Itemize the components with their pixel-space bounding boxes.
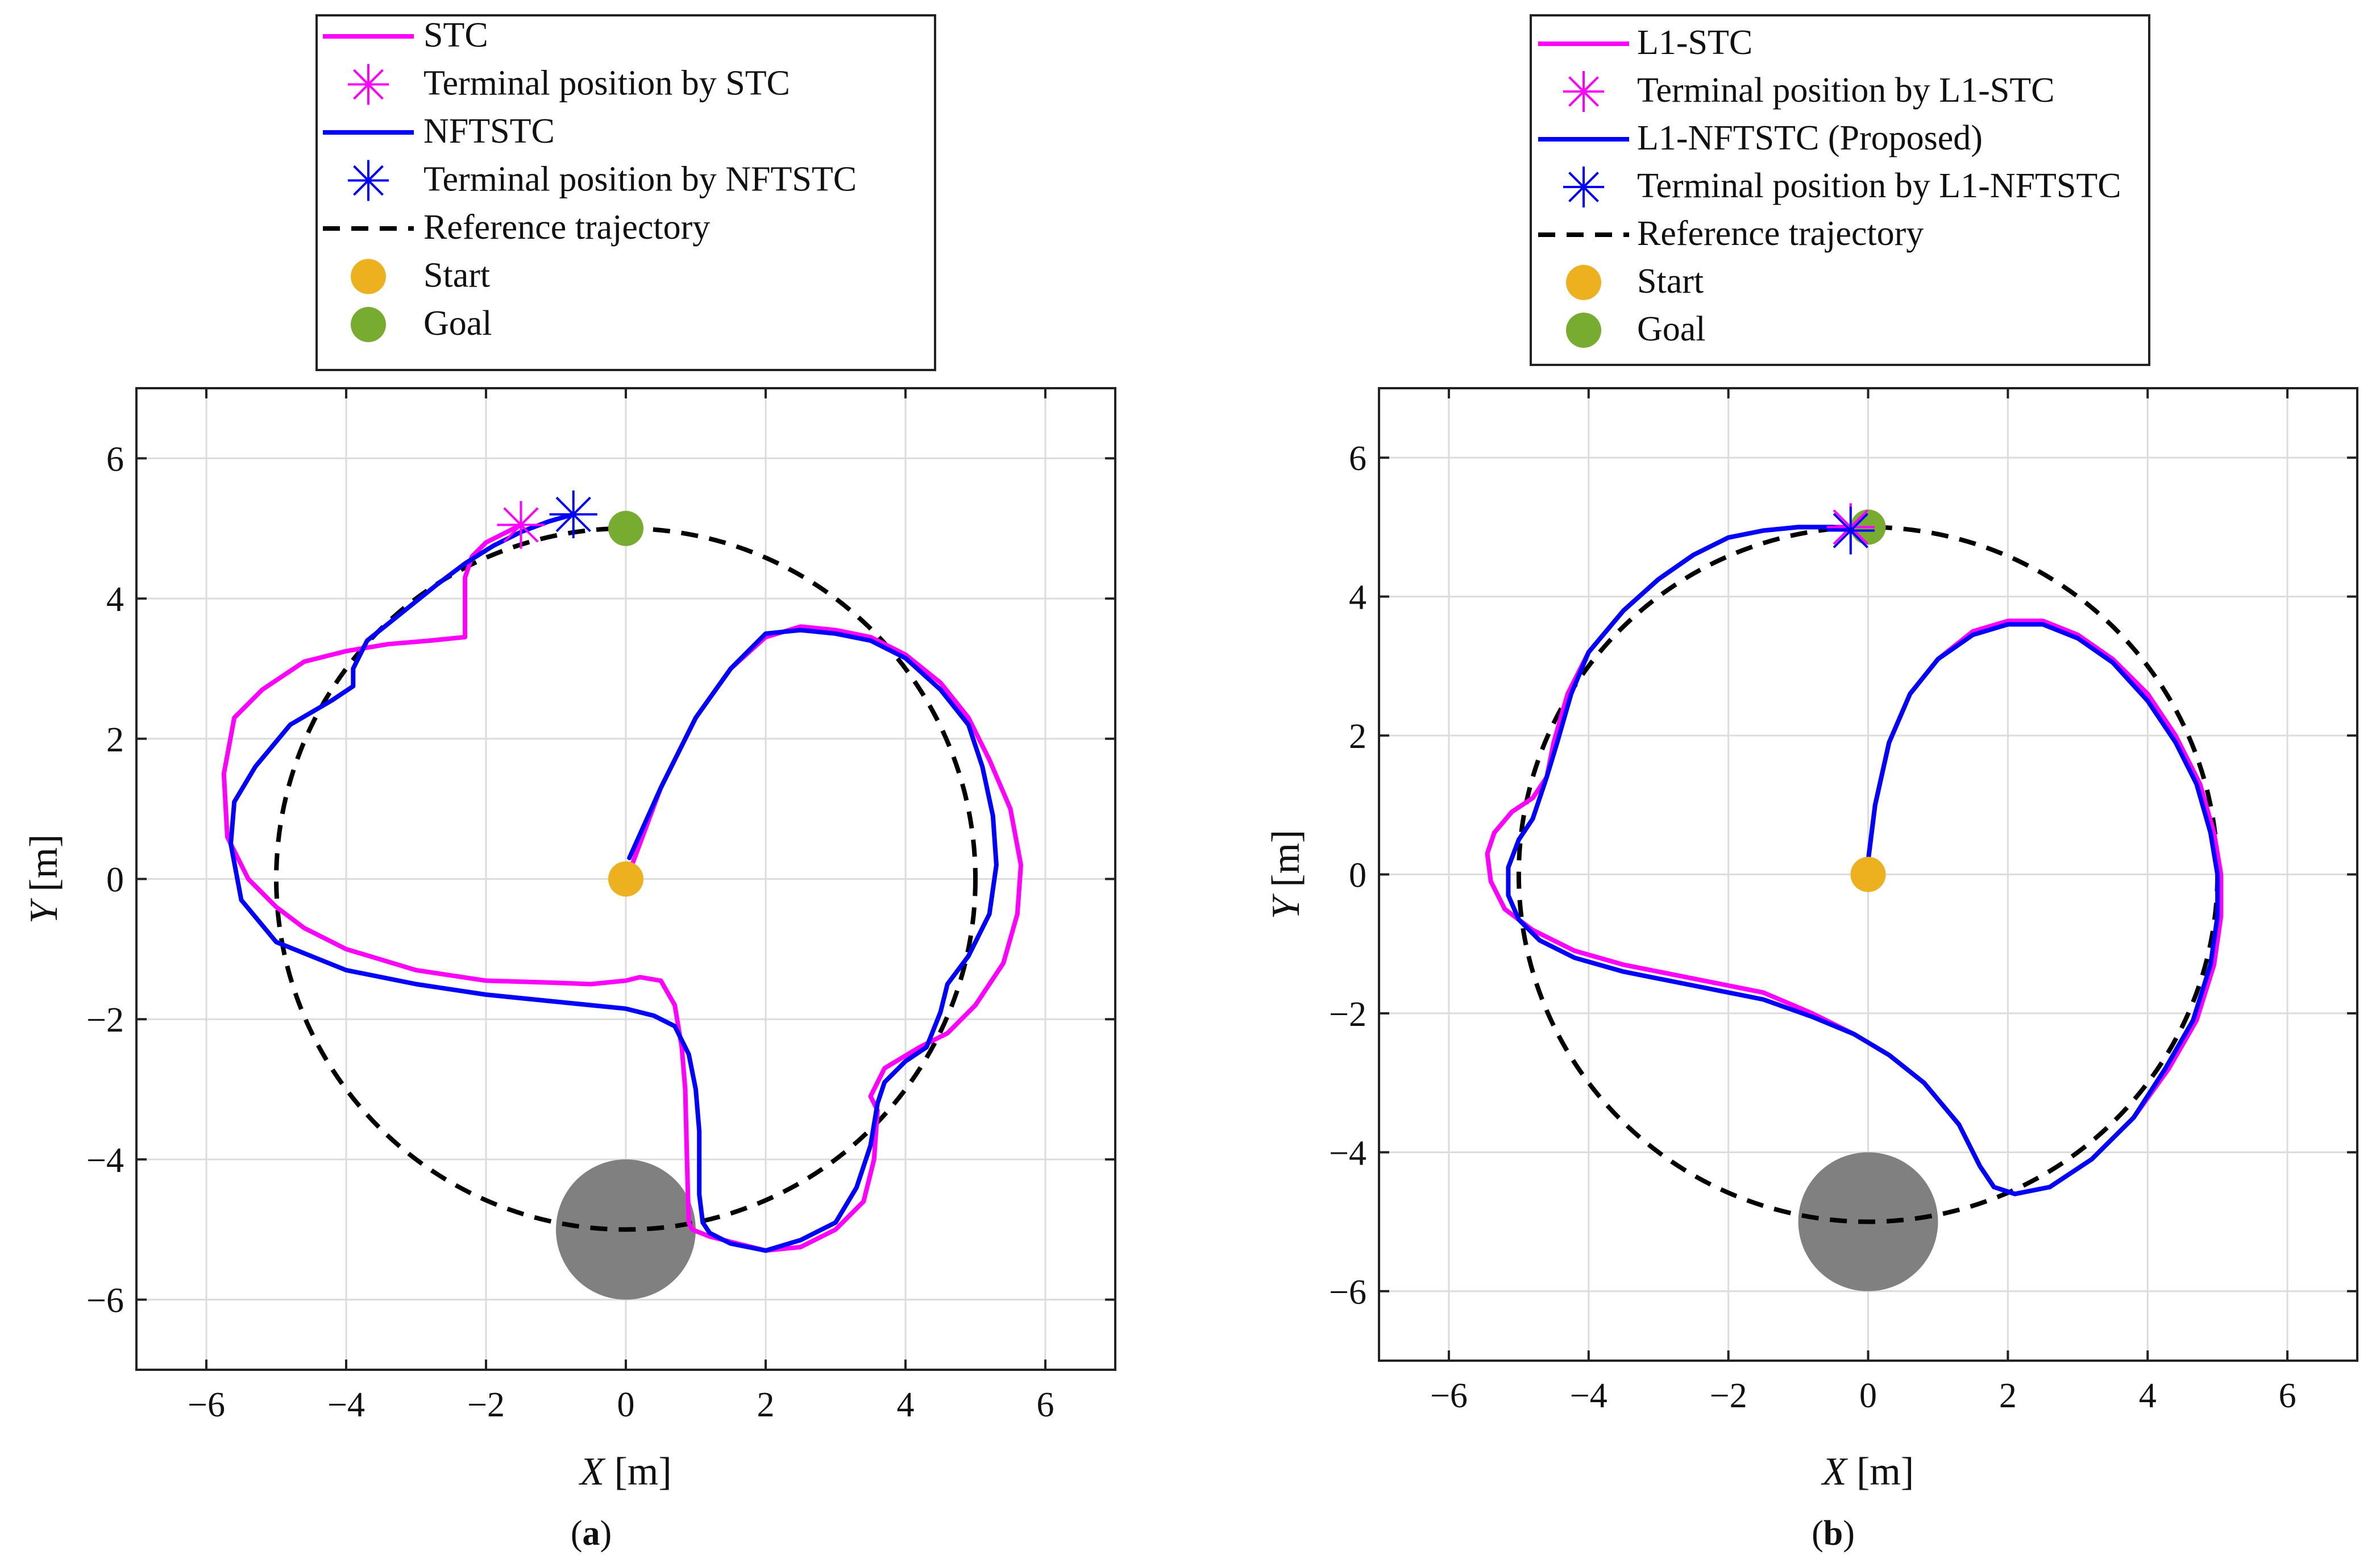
panel-label-open: ( xyxy=(571,1514,583,1553)
y-tick-label: 0 xyxy=(106,861,124,900)
legend-item-goal: Goal xyxy=(1637,310,1706,348)
y-tick-label: 6 xyxy=(1349,439,1366,478)
legend-item-reference: Reference trajectory xyxy=(423,208,710,247)
x-tick-label: 2 xyxy=(1999,1377,2017,1415)
terminal-nftstc-marker xyxy=(549,490,597,539)
x-tick-label: −6 xyxy=(1430,1377,1468,1415)
panel-label-letter: b xyxy=(1824,1514,1843,1553)
nftstc-trajectory xyxy=(1506,525,2220,1196)
x-axis-label: X [m] xyxy=(1821,1450,1914,1494)
x-axis-var: X xyxy=(578,1450,606,1494)
nftstc-trajectory xyxy=(229,512,999,1253)
terminal-nftstc-marker xyxy=(1826,506,1875,555)
y-axis-var: Y xyxy=(22,897,66,924)
x-tick-label: −2 xyxy=(1710,1377,1747,1415)
x-tick-label: −4 xyxy=(327,1386,365,1424)
legend: STC Terminal position by STC NFTSTC Termina… xyxy=(315,14,936,371)
y-tick-label: −2 xyxy=(86,1001,124,1040)
legend-item-nftstc: L1-NFTSTC (Proposed) xyxy=(1637,119,1983,157)
legend-item-terminal-stc: Terminal position by L1-STC xyxy=(1637,71,2054,110)
y-tick-label: −4 xyxy=(86,1141,124,1180)
goal-marker xyxy=(608,510,643,546)
legend-item-terminal-stc: Terminal position by STC xyxy=(423,64,790,103)
x-axis-var: X xyxy=(1821,1450,1849,1494)
legend-box xyxy=(1530,14,2150,366)
legend-key-terminal-stc xyxy=(1563,71,1604,112)
legend-key-start xyxy=(1566,265,1601,300)
start-marker xyxy=(1850,857,1886,892)
y-tick-label: 2 xyxy=(1349,717,1366,756)
legend-item-start: Start xyxy=(1637,262,1704,301)
y-axis-unit: [m] xyxy=(1264,830,1308,897)
panel-label-close: ) xyxy=(1843,1514,1855,1553)
legend-item-stc: L1-STC xyxy=(1637,23,1752,62)
y-tick-label: 2 xyxy=(106,721,124,759)
panel-label-letter: a xyxy=(583,1514,600,1553)
legend-key-terminal-nftstc xyxy=(348,160,389,201)
y-tick-label: −2 xyxy=(1329,995,1366,1034)
y-tick-label: 6 xyxy=(106,440,124,479)
legend-key-goal xyxy=(1566,313,1601,348)
legend-item-start: Start xyxy=(423,256,490,295)
x-tick-label: 0 xyxy=(1859,1377,1877,1415)
legend-item-terminal-nftstc: Terminal position by L1-NFTSTC xyxy=(1637,167,2121,205)
panel-label-close: ) xyxy=(600,1514,612,1553)
panel-label: (a) xyxy=(571,1514,612,1553)
x-tick-label: −6 xyxy=(188,1386,225,1424)
x-tick-label: 6 xyxy=(2279,1377,2296,1415)
x-tick-label: −4 xyxy=(1570,1377,1608,1415)
y-axis-label: Y [m] xyxy=(22,834,66,924)
y-tick-label: −4 xyxy=(1329,1134,1366,1173)
legend-box xyxy=(315,14,936,371)
y-axis-unit: [m] xyxy=(22,834,66,902)
legend: L1-STC Terminal position by L1-STC L1-NFTS… xyxy=(1530,14,2150,366)
x-tick-label: 6 xyxy=(1037,1386,1054,1424)
legend-item-nftstc: NFTSTC xyxy=(423,112,555,151)
legend-item-goal: Goal xyxy=(423,304,492,343)
legend-key-goal xyxy=(351,307,386,342)
y-tick-label: 0 xyxy=(1349,857,1366,895)
legend-key-terminal-stc xyxy=(348,64,389,105)
x-tick-label: 0 xyxy=(617,1386,635,1424)
stc-trajectory xyxy=(221,522,1023,1253)
y-tick-label: −6 xyxy=(1329,1273,1366,1312)
terminal-stc-marker xyxy=(497,501,545,549)
y-tick-label: 4 xyxy=(106,580,124,619)
start-marker xyxy=(608,861,643,897)
y-axis-var: Y xyxy=(1264,893,1308,919)
legend-item-stc: STC xyxy=(423,16,488,55)
x-tick-label: 4 xyxy=(897,1386,915,1424)
x-tick-label: 4 xyxy=(2139,1377,2157,1415)
panel-label: (b) xyxy=(1812,1514,1855,1553)
legend-key-start xyxy=(351,259,386,294)
y-tick-label: 4 xyxy=(1349,579,1366,617)
y-tick-label: −6 xyxy=(86,1282,124,1320)
legend-item-reference: Reference trajectory xyxy=(1637,214,1924,253)
x-tick-label: 2 xyxy=(757,1386,775,1424)
legend-key-terminal-nftstc xyxy=(1563,167,1604,207)
y-axis-label: Y [m] xyxy=(1264,830,1308,920)
x-axis-unit: [m] xyxy=(604,1450,672,1494)
x-axis-unit: [m] xyxy=(1847,1450,1914,1494)
x-tick-label: −2 xyxy=(467,1386,505,1424)
panel-label-open: ( xyxy=(1812,1514,1824,1553)
legend-item-terminal-nftstc: Terminal position by NFTSTC xyxy=(423,160,857,199)
x-axis-label: X [m] xyxy=(578,1450,671,1494)
